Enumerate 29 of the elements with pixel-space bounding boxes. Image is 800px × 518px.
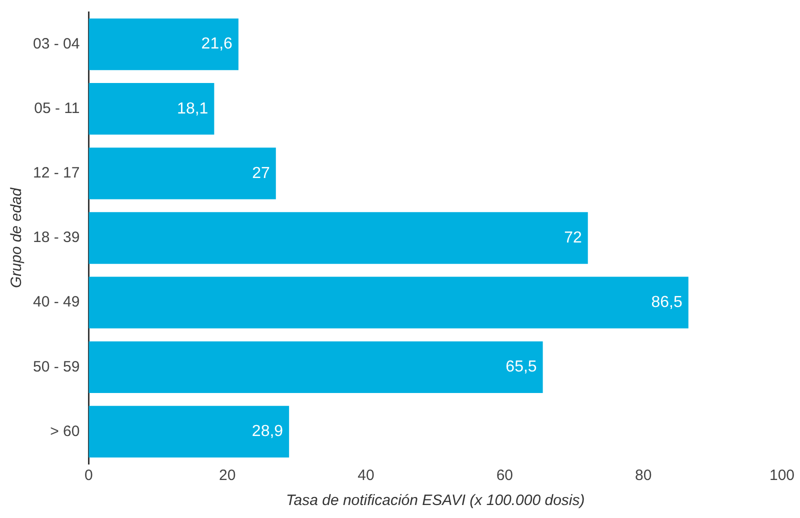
x-tick-label: 0 (84, 467, 93, 484)
y-tick-label: 05 - 11 (34, 100, 80, 117)
data-label: 65,5 (506, 358, 537, 376)
data-label: 21,6 (201, 36, 233, 53)
y-tick-label: 03 - 04 (32, 35, 80, 52)
data-label: 28,9 (252, 423, 284, 440)
x-axis-title: Tasa de notificación ESAVI (x 100.000 dosis) (286, 492, 585, 510)
x-tick-label: 100 (769, 467, 795, 484)
x-tick-label: 40 (358, 467, 374, 484)
y-tick-label: 40 - 49 (32, 294, 80, 311)
y-tick-label: 12 - 17 (32, 164, 80, 182)
bar (88, 406, 290, 458)
x-tick-label: 20 (219, 467, 236, 484)
bar (88, 276, 688, 328)
data-label: 18,1 (177, 100, 208, 118)
y-tick-label: 18 - 39 (32, 229, 80, 246)
data-label: 27 (252, 164, 270, 182)
bar (88, 341, 543, 393)
y-axis-title: Grupo de edad (8, 187, 26, 288)
y-tick-label: > 60 (50, 422, 80, 440)
x-tick-label: 80 (634, 467, 652, 484)
y-tick-label: 50 - 59 (32, 358, 80, 376)
bar (88, 18, 238, 70)
bar (88, 212, 588, 264)
x-tick-label: 60 (496, 467, 514, 484)
bar (88, 148, 276, 200)
data-label: 72 (564, 229, 582, 246)
data-label: 86,5 (651, 294, 683, 311)
bar (88, 83, 214, 135)
